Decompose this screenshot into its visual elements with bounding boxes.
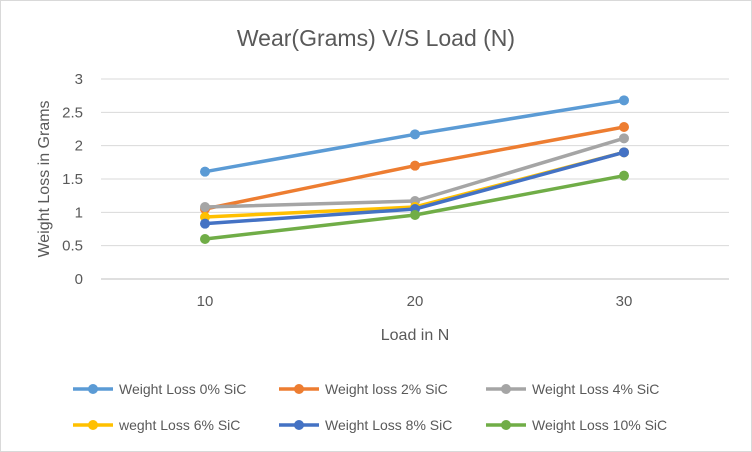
y-tick-label: 3 [75, 71, 83, 88]
data-point [619, 133, 629, 144]
legend-label: weght Loss 6% SiC [118, 417, 240, 433]
x-tick-label: 30 [616, 293, 633, 310]
data-point [200, 202, 210, 212]
data-point [200, 234, 210, 244]
x-axis-ticks: 10 20 30 [197, 293, 633, 310]
y-tick-label: 1 [75, 204, 83, 221]
data-point [200, 166, 210, 177]
legend-swatch-marker [88, 420, 98, 430]
gridlines [101, 78, 729, 280]
data-point [410, 160, 420, 171]
legend-label: Weight Loss 10% SiC [532, 417, 667, 433]
chart-title: Wear(Grams) V/S Load (N) [237, 25, 515, 51]
legend-item-5: Weight Loss 8% SiC [279, 417, 452, 433]
y-tick-label: 1.5 [62, 171, 83, 188]
series-line-6 [200, 170, 629, 244]
x-axis-label: Load in N [381, 327, 450, 344]
legend-swatch-marker [294, 420, 304, 430]
data-point [619, 95, 629, 106]
legend-label: Weight Loss 4% SiC [532, 381, 659, 397]
legend-item-3: Weight Loss 4% SiC [486, 381, 659, 397]
legend-item-4: weght Loss 6% SiC [73, 417, 240, 433]
y-tick-label: 2.5 [62, 104, 83, 121]
legend-label: Weight Loss 8% SiC [325, 417, 452, 433]
legend-item-2: Weight loss 2% SiC [279, 381, 448, 397]
legend-label: Weight loss 2% SiC [325, 381, 448, 397]
legend-swatch-marker [501, 420, 511, 430]
series-line-5 [200, 147, 629, 229]
data-point [200, 218, 210, 229]
y-tick-label: 0 [75, 271, 83, 288]
x-tick-label: 20 [407, 293, 424, 310]
series-group [200, 95, 629, 244]
series-line-1 [200, 95, 629, 177]
x-tick-label: 10 [197, 293, 214, 310]
legend-swatch-marker [294, 384, 304, 394]
data-point [619, 122, 629, 132]
y-tick-label: 0.5 [62, 238, 83, 255]
legend-item-6: Weight Loss 10% SiC [486, 417, 667, 433]
y-axis-label: Weight Loss in Grams [36, 100, 53, 257]
legend-swatch-marker [88, 384, 98, 394]
data-point [619, 147, 629, 158]
data-point [410, 210, 420, 220]
y-tick-label: 2 [75, 138, 83, 155]
legend-swatch-marker [501, 384, 511, 394]
data-point [619, 170, 629, 181]
legend-item-1: Weight Loss 0% SiC [73, 381, 246, 397]
legend: Weight Loss 0% SiC Weight loss 2% SiC Weig… [73, 381, 667, 433]
y-axis-ticks: 0 0.5 1 1.5 2 2.5 3 [62, 71, 83, 288]
data-point [410, 129, 420, 140]
legend-label: Weight Loss 0% SiC [119, 381, 246, 397]
series-line-3 [200, 133, 629, 212]
